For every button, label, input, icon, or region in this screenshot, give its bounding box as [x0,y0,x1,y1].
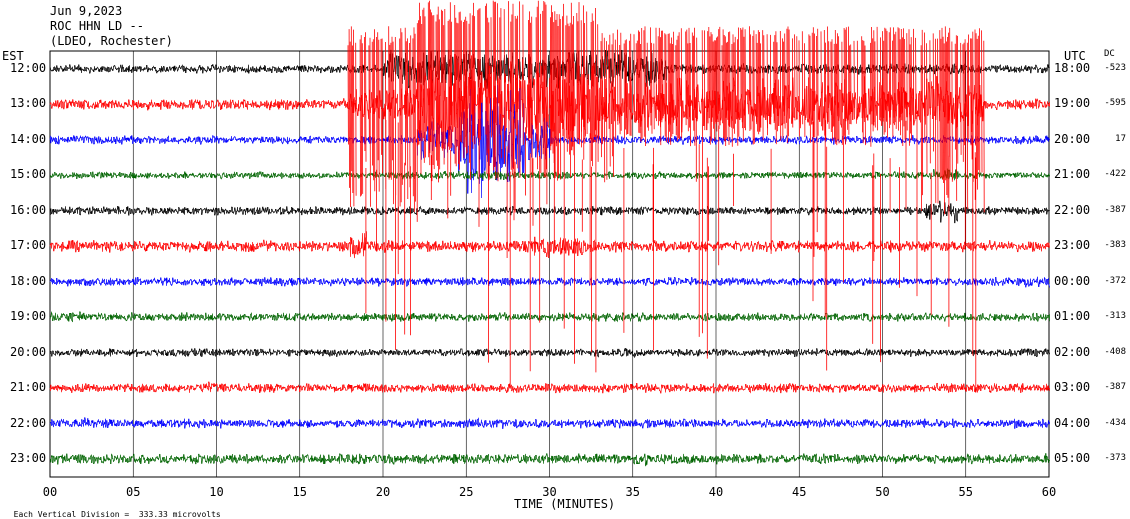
est-hour-label: 23:00 [10,450,47,465]
x-tick-label: 05 [126,485,140,499]
x-tick-label: 15 [293,485,307,499]
spike-burst [347,0,985,393]
utc-hour-label: 23:00 [1054,238,1091,253]
header-date: Jun 9,2023 [50,4,123,18]
trace-2300 [49,453,1050,467]
utc-hour-label: 05:00 [1054,450,1091,465]
dc-offset-label: -408 [1104,346,1126,357]
time-grid [132,51,967,477]
x-tick-label: 60 [1042,485,1056,499]
spike-lines [347,0,985,393]
x-tick-label: 50 [875,485,889,499]
trace-1500 [50,168,1050,181]
utc-hour-label: 18:00 [1054,61,1091,75]
scale-note-text: Each Vertical Division = 333.33 microvol… [13,510,221,519]
trace-1800 [49,276,1050,288]
x-axis-label: TIME (MINUTES) [514,497,616,511]
header-network: (LDEO, Rochester) [50,34,173,48]
utc-hour-label: 00:00 [1054,273,1091,288]
utc-hour-label: 01:00 [1054,309,1091,324]
x-tick-label: 40 [709,485,723,499]
est-hour-label: 13:00 [10,96,47,111]
trace-1400 [49,84,1050,199]
x-tick-label: 30 [542,485,556,499]
dc-offset-label: -372 [1104,275,1126,286]
footer-scale-note: Each Vertical Division = 333.33 microvol… [4,501,221,519]
trace-1600 [49,200,1050,224]
dc-offset-label: 17 [1115,133,1126,144]
dc-offset-label: -383 [1104,240,1126,251]
utc-axis-label: UTC [1064,49,1086,63]
x-tick-label: 35 [626,485,640,499]
est-hour-label: 18:00 [10,273,47,288]
dc-offset-label: -387 [1104,382,1126,393]
x-tick-label: 10 [209,485,223,499]
est-hour-label: 16:00 [10,202,47,217]
est-hour-label: 21:00 [10,380,47,395]
est-hour-label: 20:00 [10,344,47,359]
utc-hour-label: 21:00 [1054,167,1091,182]
trace-2200 [49,417,1050,429]
dc-offset-label: -313 [1104,311,1126,322]
est-hour-label: 12:00 [10,61,47,75]
dc-offset-label: -373 [1104,452,1126,463]
est-hour-label: 14:00 [10,131,47,146]
utc-hour-label: 02:00 [1054,344,1091,359]
x-tick-label: 25 [459,485,473,499]
dc-offset-label: -422 [1104,169,1126,180]
utc-hour-label: 04:00 [1054,415,1091,430]
x-tick-label: 20 [376,485,390,499]
x-tick-label: 00 [43,485,57,499]
est-hour-label: 22:00 [10,415,47,430]
trace-2100 [49,381,1050,394]
trace-1700 [49,231,1050,259]
utc-hour-label: 22:00 [1054,202,1091,217]
header-station: ROC HHN LD -- [50,19,144,33]
utc-hour-label: 03:00 [1054,380,1091,395]
dc-column-label: DC [1104,49,1115,59]
trace-2000 [49,348,1050,358]
dc-offset-label: -595 [1104,98,1126,109]
dc-offset-label: -523 [1104,63,1126,73]
x-axis-ticks: 00 05 10 15 20 25 30 35 40 45 50 55 60 [43,485,1056,499]
dc-offset-label: -387 [1104,204,1126,215]
est-hour-label: 15:00 [10,167,47,182]
seismic-traces [49,49,1050,467]
est-hour-label: 17:00 [10,238,47,253]
trace-1900 [49,311,1050,323]
est-hour-label: 19:00 [10,309,47,324]
x-tick-label: 55 [959,485,973,499]
dc-offset-label: -434 [1104,417,1126,428]
utc-hour-label: 20:00 [1054,131,1091,146]
est-axis-label: EST [2,49,24,63]
x-tick-label: 45 [792,485,806,499]
utc-hour-label: 19:00 [1054,96,1091,111]
